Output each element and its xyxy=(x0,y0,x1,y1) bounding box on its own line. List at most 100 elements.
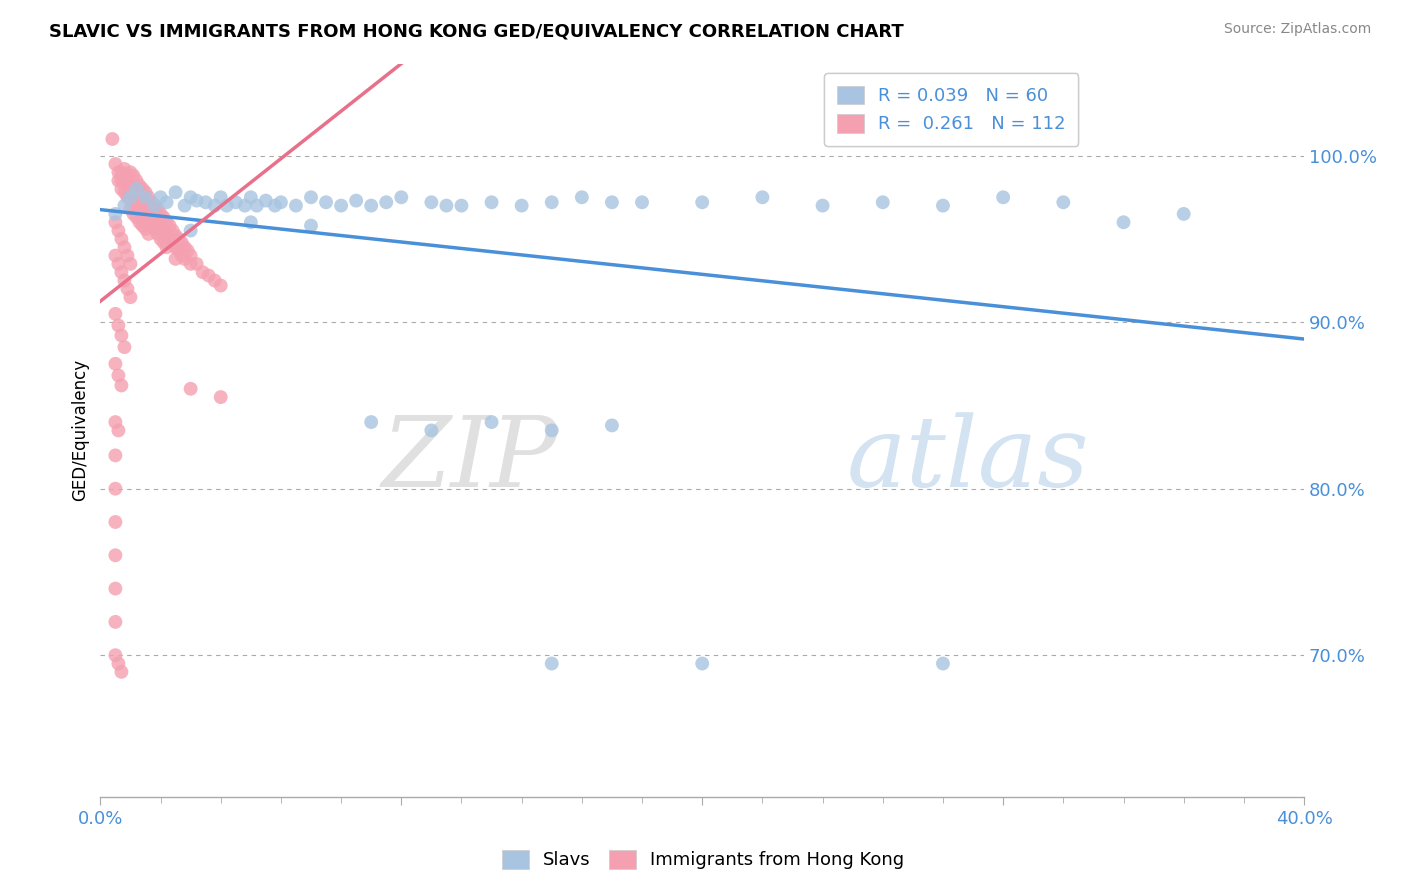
Point xyxy=(104,157,127,171)
Point xyxy=(104,482,127,496)
Y-axis label: GED/Equivalency: GED/Equivalency xyxy=(72,359,89,501)
Point xyxy=(540,424,562,438)
Point xyxy=(138,215,160,229)
Point xyxy=(141,219,163,233)
Point xyxy=(209,278,232,293)
Point xyxy=(125,198,148,212)
Point xyxy=(180,382,202,396)
Point xyxy=(146,202,169,216)
Point xyxy=(125,211,148,225)
Point xyxy=(122,195,145,210)
Point xyxy=(125,186,148,200)
Point xyxy=(107,257,129,271)
Point xyxy=(101,132,124,146)
Point xyxy=(204,198,226,212)
Point xyxy=(120,178,142,193)
Point xyxy=(932,198,955,212)
Point xyxy=(112,198,135,212)
Point xyxy=(186,194,208,208)
Point xyxy=(180,257,202,271)
Point xyxy=(112,186,135,200)
Point xyxy=(110,665,132,679)
Point xyxy=(165,228,187,243)
Point xyxy=(128,190,150,204)
Point xyxy=(197,268,219,283)
Point xyxy=(152,211,174,225)
Point xyxy=(631,195,654,210)
Point xyxy=(165,186,187,200)
Point xyxy=(117,178,139,193)
Point xyxy=(131,195,153,210)
Point xyxy=(264,198,287,212)
Point xyxy=(239,215,262,229)
Point xyxy=(360,198,382,212)
Point xyxy=(104,582,127,596)
Point xyxy=(450,198,472,212)
Point xyxy=(1112,215,1135,229)
Point xyxy=(239,190,262,204)
Point xyxy=(284,198,307,212)
Point xyxy=(131,219,153,233)
Point xyxy=(204,274,226,288)
Point xyxy=(143,198,166,212)
Point xyxy=(225,195,247,210)
Point xyxy=(112,161,135,176)
Point xyxy=(107,424,129,438)
Point xyxy=(117,169,139,183)
Point xyxy=(152,223,174,237)
Point xyxy=(110,265,132,279)
Point xyxy=(155,228,177,243)
Point xyxy=(112,240,135,254)
Legend: R = 0.039   N = 60, R =  0.261   N = 112: R = 0.039 N = 60, R = 0.261 N = 112 xyxy=(824,73,1078,146)
Point xyxy=(143,198,166,212)
Point xyxy=(107,318,129,333)
Point xyxy=(143,222,166,236)
Point xyxy=(215,198,238,212)
Text: atlas: atlas xyxy=(846,412,1090,508)
Point xyxy=(138,190,160,204)
Point xyxy=(209,190,232,204)
Point xyxy=(104,415,127,429)
Point xyxy=(173,240,195,254)
Point xyxy=(120,290,142,304)
Point xyxy=(104,357,127,371)
Point xyxy=(107,657,129,671)
Point xyxy=(128,178,150,193)
Point xyxy=(110,232,132,246)
Point xyxy=(138,202,160,216)
Point xyxy=(194,195,217,210)
Point xyxy=(112,173,135,187)
Point xyxy=(117,190,139,204)
Point xyxy=(191,265,214,279)
Point xyxy=(112,340,135,354)
Point xyxy=(872,195,894,210)
Point xyxy=(186,257,208,271)
Point xyxy=(122,169,145,183)
Point xyxy=(134,198,156,212)
Point xyxy=(170,248,193,262)
Point xyxy=(149,190,172,204)
Point xyxy=(436,198,458,212)
Point xyxy=(110,378,132,392)
Point xyxy=(173,252,195,266)
Point xyxy=(141,195,163,210)
Point xyxy=(107,173,129,187)
Point xyxy=(120,190,142,204)
Point xyxy=(131,207,153,221)
Text: SLAVIC VS IMMIGRANTS FROM HONG KONG GED/EQUIVALENCY CORRELATION CHART: SLAVIC VS IMMIGRANTS FROM HONG KONG GED/… xyxy=(49,22,904,40)
Point xyxy=(173,198,195,212)
Point xyxy=(110,182,132,196)
Point xyxy=(104,248,127,262)
Point xyxy=(254,194,277,208)
Point xyxy=(811,198,834,212)
Point xyxy=(107,223,129,237)
Point xyxy=(149,207,172,221)
Point xyxy=(344,194,367,208)
Point xyxy=(110,328,132,343)
Point xyxy=(1052,195,1074,210)
Point xyxy=(481,195,503,210)
Point xyxy=(155,215,177,229)
Point xyxy=(932,657,955,671)
Point xyxy=(360,415,382,429)
Point xyxy=(120,165,142,179)
